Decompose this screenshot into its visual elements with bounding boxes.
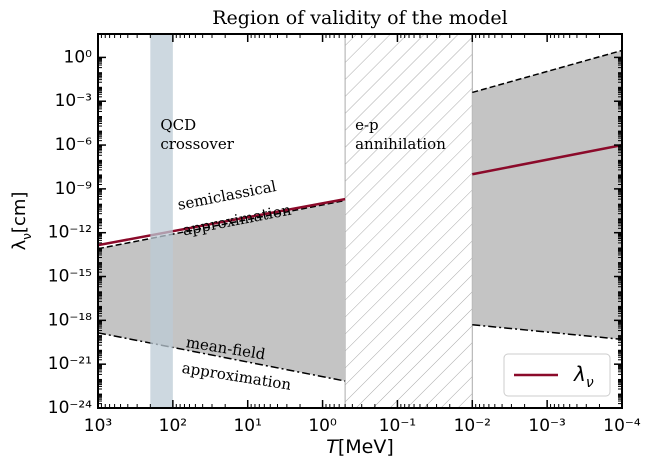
mean-field-bound bbox=[472, 324, 622, 341]
y-tick-label: 10⁻¹⁵ bbox=[48, 267, 92, 287]
validity-region bbox=[472, 50, 622, 340]
y-tick-label: 10⁻⁶ bbox=[55, 135, 93, 155]
x-label-symbol: T bbox=[326, 436, 339, 458]
lambda-line bbox=[98, 197, 346, 247]
chart-title: Region of validity of the model bbox=[212, 7, 507, 29]
y-tick-label: 10⁻³ bbox=[55, 91, 92, 111]
qcd-band bbox=[150, 34, 173, 408]
band-label: annihilation bbox=[355, 135, 446, 153]
y-tick-label: 10⁰ bbox=[64, 47, 93, 67]
x-tick-label: 10⁻³ bbox=[528, 416, 565, 436]
legend-sub: ν bbox=[586, 375, 594, 391]
x-tick-label: 10² bbox=[159, 416, 187, 436]
x-tick-label: 10⁻² bbox=[454, 416, 491, 436]
semiclassical-bound bbox=[98, 199, 346, 250]
hatch-band bbox=[344, 34, 473, 408]
band-label: QCD bbox=[160, 116, 196, 134]
legend-label: λν bbox=[573, 362, 594, 392]
y-label-unit: [cm] bbox=[9, 192, 30, 233]
x-tick-label: 10¹ bbox=[233, 416, 261, 436]
y-tick-label: 10⁻²⁴ bbox=[48, 398, 92, 418]
plot-frame bbox=[97, 33, 623, 409]
band-label: e-p bbox=[355, 116, 379, 134]
mean-field-bound bbox=[98, 332, 346, 382]
x-axis-label: T[MeV] bbox=[326, 436, 394, 458]
y-tick-label: 10⁻¹² bbox=[48, 223, 92, 243]
y-tick-label: 10⁻⁹ bbox=[55, 179, 93, 199]
semiclassical-bound bbox=[472, 49, 622, 94]
plot-area bbox=[98, 34, 622, 408]
x-label-unit: [MeV] bbox=[338, 436, 394, 458]
band-label: crossover bbox=[160, 135, 234, 153]
x-tick-label: 10⁻¹ bbox=[379, 416, 416, 436]
x-tick-label: 10⁰ bbox=[308, 416, 337, 436]
y-tick-label: 10⁻¹⁸ bbox=[48, 310, 92, 330]
y-tick-label: 10⁻²¹ bbox=[48, 354, 92, 374]
x-tick-label: 10⁻⁴ bbox=[603, 416, 641, 436]
x-tick-label: 10³ bbox=[84, 416, 112, 436]
lambda-line bbox=[472, 143, 622, 176]
y-axis-label: λν[cm] bbox=[9, 192, 34, 251]
y-label-sub: ν bbox=[20, 233, 34, 240]
y-label-symbol: λ bbox=[9, 239, 30, 250]
legend-symbol: λ bbox=[573, 362, 586, 386]
